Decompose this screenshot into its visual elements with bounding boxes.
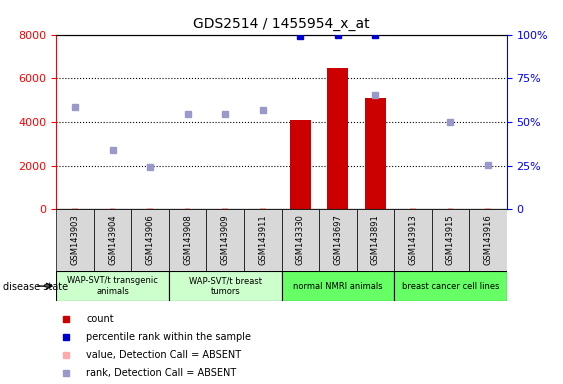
Title: GDS2514 / 1455954_x_at: GDS2514 / 1455954_x_at [193, 17, 370, 31]
Text: GSM143904: GSM143904 [108, 214, 117, 265]
Bar [356, 209, 394, 271]
Bar [365, 98, 386, 209]
Bar [432, 209, 469, 271]
Text: WAP-SVT/t transgenic
animals: WAP-SVT/t transgenic animals [67, 276, 158, 296]
Bar [260, 208, 266, 209]
Text: GSM143908: GSM143908 [183, 214, 192, 265]
Bar [282, 271, 394, 301]
Bar [485, 208, 491, 209]
Text: GSM143909: GSM143909 [221, 214, 230, 265]
Bar [72, 208, 78, 209]
Bar [290, 120, 311, 209]
Text: GSM143903: GSM143903 [70, 214, 79, 265]
Bar [328, 68, 348, 209]
Text: rank, Detection Call = ABSENT: rank, Detection Call = ABSENT [86, 368, 236, 378]
Text: normal NMRI animals: normal NMRI animals [293, 281, 383, 291]
Bar [448, 208, 453, 209]
Bar [131, 209, 169, 271]
Bar [110, 208, 115, 209]
Text: GSM143915: GSM143915 [446, 214, 455, 265]
Bar [222, 208, 228, 209]
Bar [244, 209, 282, 271]
Bar [94, 209, 131, 271]
Bar [56, 271, 169, 301]
Bar [169, 271, 282, 301]
Bar [319, 209, 356, 271]
Text: disease state: disease state [3, 282, 68, 292]
Text: breast cancer cell lines: breast cancer cell lines [401, 281, 499, 291]
Bar [185, 208, 190, 209]
Text: GSM143911: GSM143911 [258, 214, 267, 265]
Text: GSM143697: GSM143697 [333, 214, 342, 265]
Bar [169, 209, 207, 271]
Bar [410, 208, 415, 209]
Text: GSM143916: GSM143916 [484, 214, 493, 265]
Bar [148, 208, 153, 209]
Bar [207, 209, 244, 271]
Bar [394, 209, 432, 271]
Text: GSM143330: GSM143330 [296, 214, 305, 265]
Text: value, Detection Call = ABSENT: value, Detection Call = ABSENT [86, 350, 241, 360]
Text: GSM143913: GSM143913 [408, 214, 417, 265]
Bar [56, 209, 94, 271]
Text: GSM143906: GSM143906 [146, 214, 155, 265]
Bar [394, 271, 507, 301]
Bar [469, 209, 507, 271]
Text: percentile rank within the sample: percentile rank within the sample [86, 332, 251, 342]
Text: GSM143891: GSM143891 [371, 214, 380, 265]
Bar [282, 209, 319, 271]
Text: WAP-SVT/t breast
tumors: WAP-SVT/t breast tumors [189, 276, 262, 296]
Text: count: count [86, 314, 114, 324]
